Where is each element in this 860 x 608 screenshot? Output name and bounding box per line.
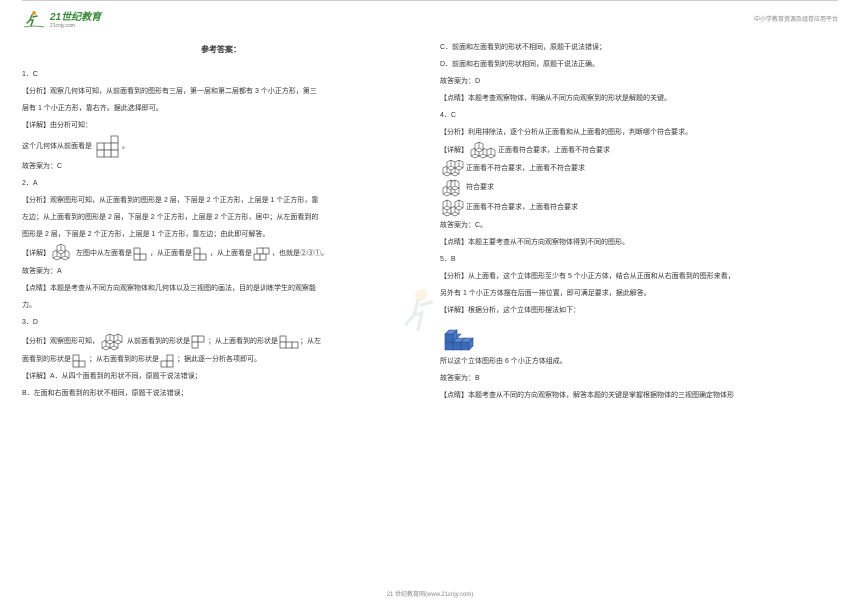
right-column: C．前面和左面看到的形状不相同，原题干说法错误； D．前面和右面看到的形状相同，… [440,40,838,580]
text-line: 【点睛】本题考查从不同的方向观察物体，解答本题的关键是掌握根据物体的三视图确定物… [440,388,838,405]
text-span: ；从左 [300,334,321,351]
logo-sub: 21cnjy.com [50,23,101,29]
text-line: 【详解】根据分析，这个立体图形摆法如下： [440,303,838,320]
text-line: 【分析】观察图形可知， 从前面看到的形状是 ；从上面看到的形状是 ；从左 [22,332,420,352]
text-line: 【分析】观察图形可知，从正面看到的图形是 2 层，下层是 2 个正方形，上层是 … [22,193,420,210]
text-line: 另外有 1 个小正方体摆在后面一排位置，即可满足要求，据此解答。 [440,286,838,303]
grid-row-icon [279,335,299,349]
text-line: 故答案为：D [440,74,838,91]
grid-l2-icon [160,354,176,368]
grid-2x2-icon [253,247,271,261]
text-span: 【详解】 [22,246,50,263]
text-line: 【详解】A．从四个面看到的形状不同，原题干说法错误； [22,369,420,386]
footer-divider [22,0,838,1]
text-line: 故答案为：B [440,371,838,388]
text-span: 面看到的形状是 [22,352,71,369]
text-line: 2．A [22,176,420,193]
cube-iso-icon [51,244,75,264]
text-line: 故答案为：C [22,159,420,176]
text-span: ，从正面看是 [150,246,192,263]
cube-3d-blue-icon [441,320,485,354]
text-span: 正面看不符合要求，上面看不符合要求 [466,161,585,178]
logo: 21世纪教育 21cnjy.com [22,8,101,29]
text-line [440,320,838,354]
text-line: 图形是 2 层，下层是 2 个正方形，上层是 1 个正方形，靠左边；由此即可解答… [22,227,420,244]
text-span: 这个几何体从前面看是 [22,139,92,156]
text-line: 【分析】利用排除法，逐个分析从正面看和从上面看的图形，判断哪个符合要求。 [440,125,838,142]
answers-title: 参考答案： [22,40,420,59]
header-right-text: 中小学教育资源及组卷应用平台 [754,14,838,23]
footer-text: 21 世纪教育网(www.21cnjy.com) [0,589,860,598]
cube-iso-icon [100,332,126,352]
text-line: 5．B [440,252,838,269]
text-span: ；从右面看到的形状是 [89,352,159,369]
text-span: 【分析】观察图形可知， [22,334,99,351]
grid-l-icon [191,335,207,349]
text-line: 故答案为：C。 [440,218,838,235]
text-span: 符合要求 [466,180,494,197]
cube-iso-icon [441,160,465,178]
text-span: 。 [122,139,129,156]
text-span: ，也就是②③①。 [272,246,328,263]
text-span: 从前面看到的形状是 [127,334,190,351]
left-column: 参考答案： 1．C 【分析】观察几何体可知，从前面看到的图形有三层，第一层和第二… [22,40,420,580]
text-span: 【详解】 [440,143,468,160]
cube-iso-icon [441,198,465,218]
text-line: C．前面和左面看到的形状不相同，原题干说法错误； [440,40,838,57]
text-span: ；从上面看到的形状是 [208,334,278,351]
text-line: 【详解】由分析可知： [22,118,420,135]
text-line: 左边；从上面看到的图形是 2 层，下层是 2 个正方形，上层是 2 个正方形，居… [22,210,420,227]
text-line: 【分析】从上面看，这个立体图形至少有 5 个小正方体，结合从正面和从右面看到的图… [440,269,838,286]
text-line: 1．C [22,67,420,84]
text-line: 所以这个立体图形由 6 个小正方体组成。 [440,354,838,371]
text-line: 故答案为：A [22,264,420,281]
logo-runner-icon [22,9,46,29]
cube-iso-icon [441,178,465,198]
text-line: 3．D [22,315,420,332]
text-line: 【分析】观察几何体可知，从前面看到的图形有三层，第一层和第二层都有 3 个小正方… [22,84,420,101]
text-line: 【点睛】本题是考查从不同方向观察物体和几何体以及三视图的画法，目的是训练学生的观… [22,281,420,298]
text-line: 层有 1 个小正方形，靠右齐。据此选择即可。 [22,101,420,118]
text-span: ；据此逐一分析各项即可。 [177,352,261,369]
text-line: 【点睛】本题考查观察物体，明确从不同方向观察到的形状是解题的关键。 [440,91,838,108]
grid-2x1-icon [193,247,209,261]
text-line: 【点睛】本题主要考查从不同方向观察物体得到不同的图形。 [440,235,838,252]
text-line: 正面看不符合要求，上面看不符合要求 [440,160,838,178]
text-line: 这个几何体从前面看是 。 [22,135,420,159]
text-line: 符合要求 [440,178,838,198]
text-span: 正面看符合要求，上面看不符合要求 [498,143,610,160]
text-span: 正面看不符合要求，上面看符合要求 [466,200,578,217]
grid-shape-icon [93,135,121,159]
text-line: 正面看不符合要求，上面看符合要求 [440,198,838,218]
cube-iso-icon [469,142,497,160]
text-line: 力。 [22,298,420,315]
text-span: ，从上面看是 [210,246,252,263]
text-line: 面看到的形状是 ；从右面看到的形状是 ；据此逐一分析各项即可。 [22,352,420,369]
text-line: 【详解】 左图中从左面看是 ，从正面看是 ，从上面看是 ，也就是②③①。 [22,244,420,264]
text-line: 4．C [440,108,838,125]
grid-2x1-icon [133,247,149,261]
text-line: B．左面和右面看到的形状不相同，原题干说法错误； [22,386,420,403]
text-span: 左图中从左面看是 [76,246,132,263]
grid-l-icon [72,354,88,368]
text-line: D．前面和右面看到的形状相同，原题干说法正确。 [440,57,838,74]
logo-text: 21世纪教育 [50,8,101,23]
text-line: 【详解】 正面看符合要求，上面看不符合要求 [440,142,838,160]
